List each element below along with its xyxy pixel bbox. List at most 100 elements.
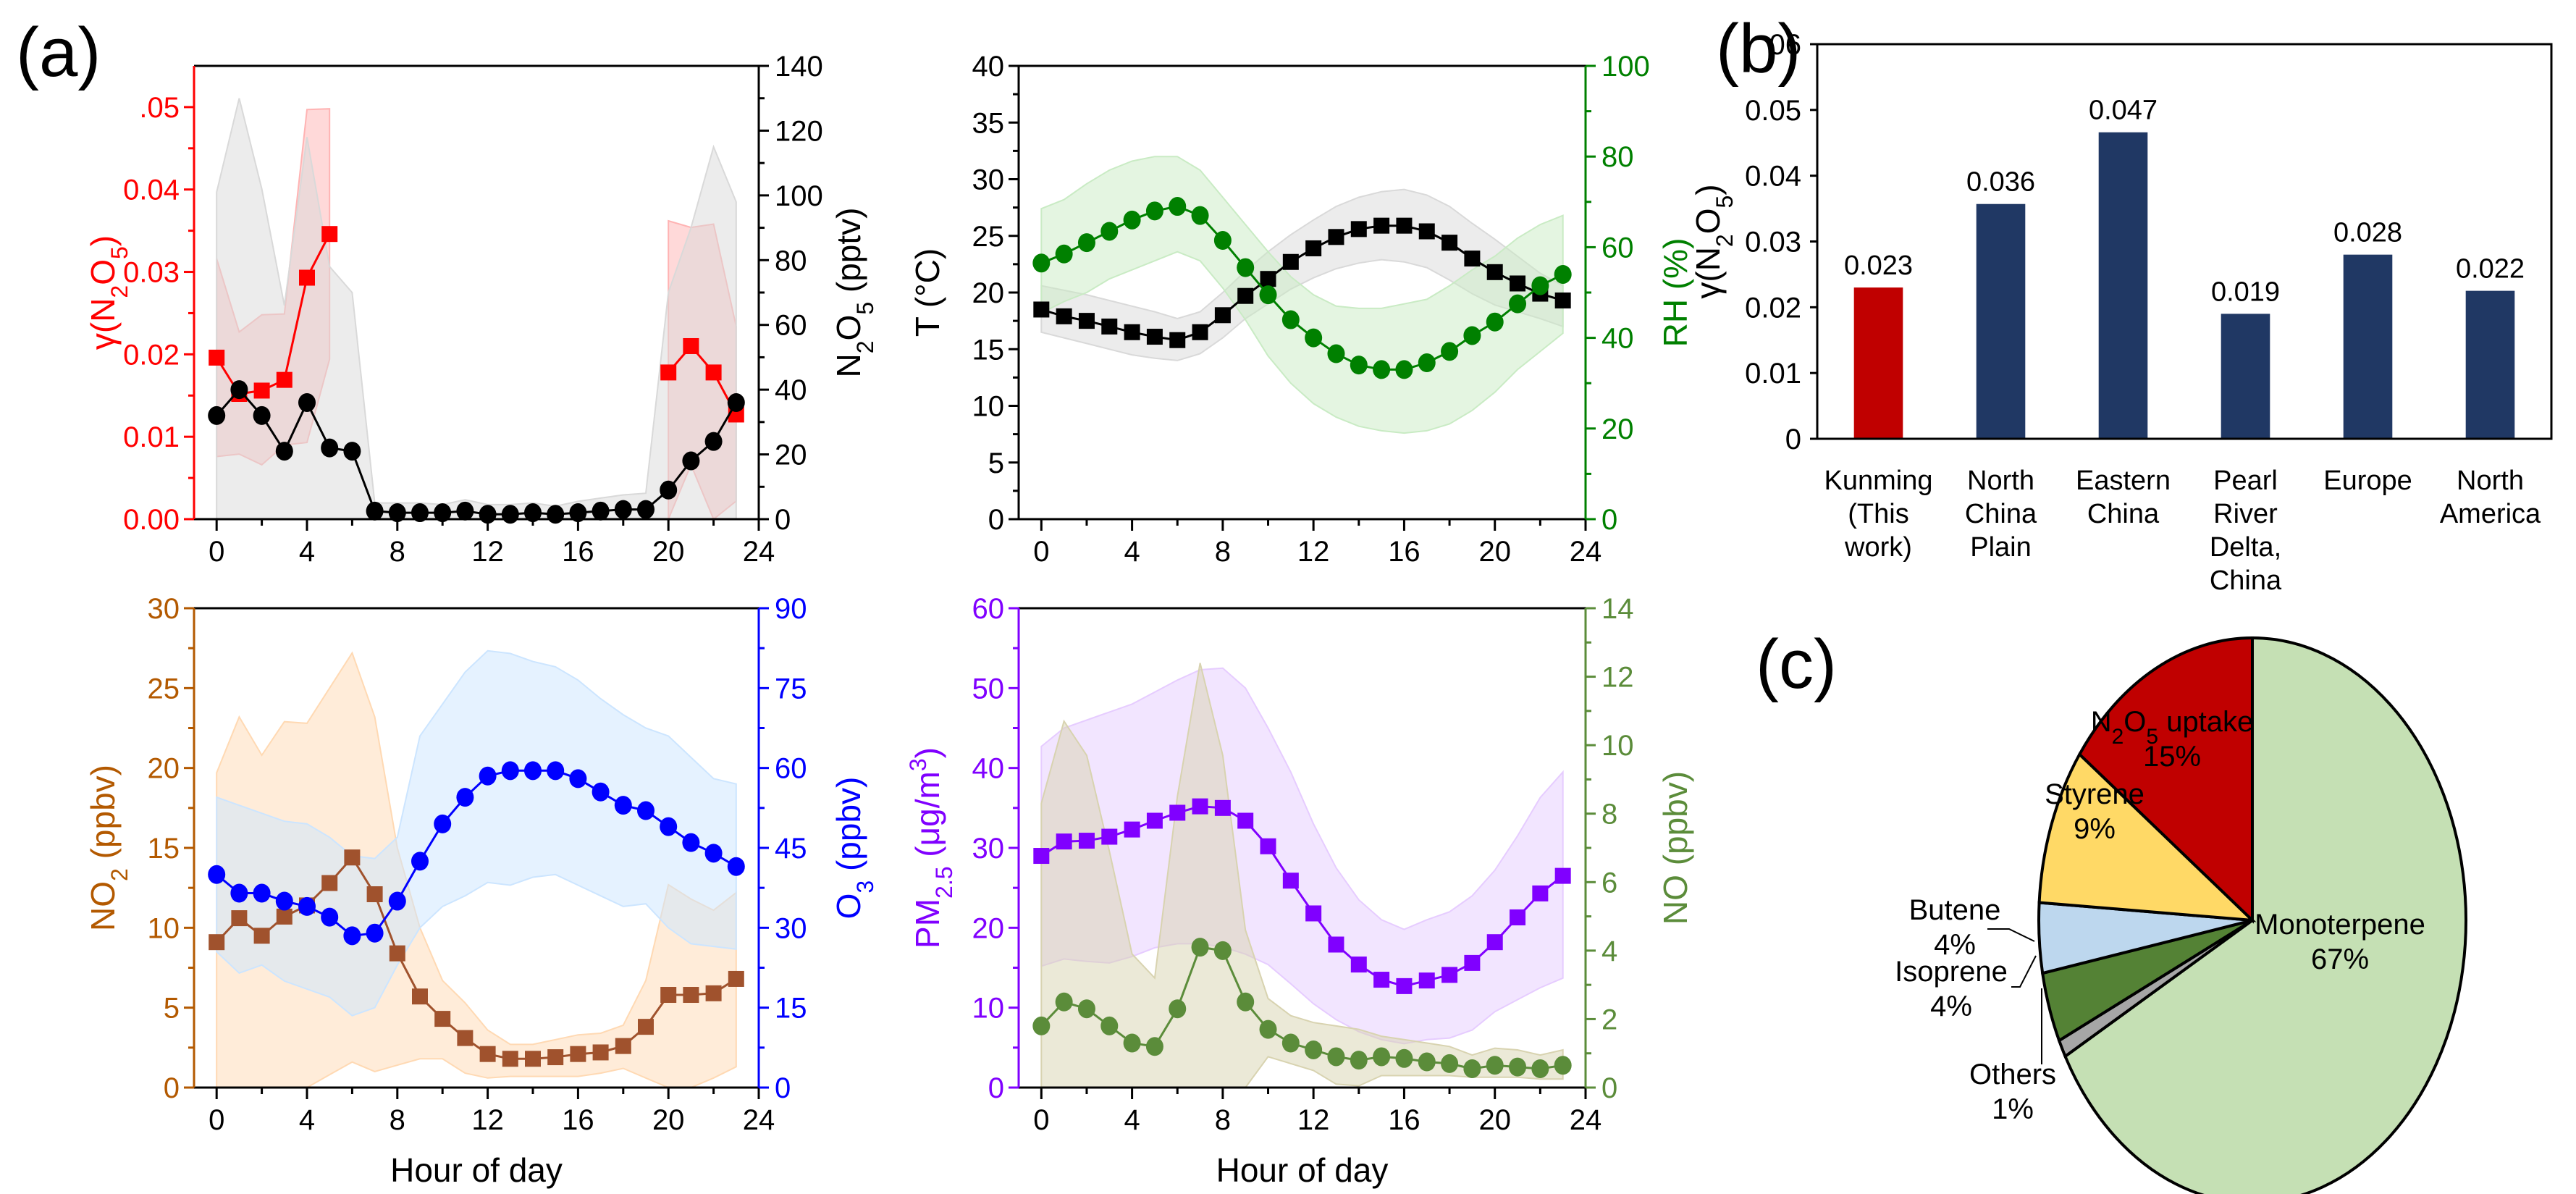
data-point-o3 bbox=[434, 814, 452, 833]
category-label: (This bbox=[1848, 499, 1908, 529]
data-point-o3 bbox=[343, 926, 361, 946]
data-point-n2o5 bbox=[411, 503, 429, 523]
data-point-t bbox=[1418, 223, 1435, 240]
y-right-tick-label: 15 bbox=[775, 993, 807, 1025]
category-label: work) bbox=[1844, 532, 1912, 563]
y-tick-label: 0.04 bbox=[1745, 161, 1801, 193]
x-tick-label: 24 bbox=[743, 1104, 775, 1136]
data-point-rh bbox=[1213, 231, 1232, 251]
data-point-o3 bbox=[501, 761, 519, 781]
bar bbox=[1853, 287, 1903, 439]
pie-label-percent: 9% bbox=[2074, 813, 2116, 845]
error-band-n2o5 bbox=[216, 98, 737, 520]
category-label: North bbox=[2457, 466, 2524, 496]
y-right-tick-label: 6 bbox=[1601, 867, 1617, 899]
data-point-o3 bbox=[727, 857, 745, 876]
y-right-tick-label: 60 bbox=[1601, 232, 1634, 264]
data-point-pm2-5 bbox=[1237, 812, 1254, 829]
x-tick-label: 0 bbox=[1033, 536, 1049, 568]
x-tick-label: 16 bbox=[562, 1104, 594, 1136]
data-point-no bbox=[1100, 1016, 1119, 1035]
category-label: Eastern bbox=[2076, 466, 2171, 496]
data-point-rh bbox=[1327, 344, 1345, 363]
bar-data-label: 0.036 bbox=[1966, 167, 2035, 198]
x-tick-label: 4 bbox=[1124, 1104, 1140, 1136]
panel-label-a: (a) bbox=[16, 14, 101, 91]
y-right-tick-label: 100 bbox=[775, 180, 823, 212]
y-right-tick-label: 80 bbox=[1601, 141, 1634, 173]
y-left-tick-label: 40 bbox=[972, 51, 1005, 83]
data-point-o3 bbox=[230, 883, 248, 903]
y-axis-label: γ(N2O5) bbox=[1689, 184, 1738, 298]
data-point-n2o5 bbox=[637, 500, 654, 519]
data-point-o3 bbox=[614, 796, 632, 815]
y-left-tick-label: 10 bbox=[148, 912, 180, 944]
data-point-t bbox=[1305, 240, 1322, 256]
data-point-no bbox=[1305, 1040, 1323, 1059]
data-point-t bbox=[1464, 251, 1481, 267]
category-label: Delta, bbox=[2210, 532, 2281, 563]
y-right-tick-label: 0 bbox=[775, 1072, 791, 1104]
y-left-tick-label: 20 bbox=[972, 912, 1005, 944]
data-point-rh bbox=[1509, 294, 1527, 314]
data-point-no2 bbox=[502, 1051, 518, 1067]
plot-frame bbox=[1816, 43, 2553, 440]
pie-label-name: Styrene bbox=[2045, 778, 2144, 810]
data-point-o3 bbox=[592, 782, 610, 802]
chart-gamma-n2o5: 0 4 8 12 16 20 24 0.00 0.01 0.02 0.03 0.04 .05 0 20 40 6… bbox=[84, 51, 878, 568]
data-point-no bbox=[1350, 1051, 1368, 1070]
data-point-no bbox=[1463, 1059, 1481, 1078]
data-point-no2 bbox=[412, 988, 428, 1005]
data-point-n2o5 bbox=[569, 503, 587, 523]
category-label: Pearl bbox=[2213, 466, 2278, 496]
data-point-no bbox=[1213, 941, 1232, 960]
data-point-n2o5 bbox=[456, 501, 474, 521]
y-tick-label: 0.05 bbox=[1745, 95, 1801, 127]
y-right-tick-label: 75 bbox=[775, 673, 807, 705]
y-left-tick-label: 5 bbox=[988, 447, 1004, 479]
data-point-no bbox=[1441, 1054, 1459, 1073]
bar-data-label: 0.047 bbox=[2089, 96, 2158, 126]
y-right-tick-label: 90 bbox=[775, 593, 807, 625]
y-left-tick-label: 15 bbox=[148, 833, 180, 865]
x-tick-label: 16 bbox=[1388, 1104, 1420, 1136]
y-right-tick-label: 14 bbox=[1601, 593, 1634, 625]
data-point-o3 bbox=[456, 788, 474, 807]
panel-label-c: (c) bbox=[1756, 626, 1837, 703]
data-point-rh bbox=[1055, 244, 1073, 264]
pie-label-name: Butene bbox=[1909, 894, 2001, 926]
data-point-no2 bbox=[457, 1030, 473, 1046]
data-point-n2o5 bbox=[614, 500, 632, 519]
x-axis-label: Hour of day bbox=[390, 1151, 563, 1189]
data-point-rh bbox=[1281, 310, 1300, 329]
y-left-tick-label: 25 bbox=[972, 221, 1005, 253]
data-point-n2o5 bbox=[343, 442, 361, 461]
y-right-tick-label: 20 bbox=[1601, 413, 1634, 445]
data-point-n2o5 bbox=[660, 480, 678, 500]
category-label: Europe bbox=[2323, 466, 2412, 496]
data-point-t bbox=[1169, 332, 1186, 348]
data-point-pm2-5 bbox=[1282, 873, 1299, 889]
data-point--n2o5- bbox=[276, 371, 292, 388]
data-point-o3 bbox=[366, 923, 384, 943]
data-point-o3 bbox=[298, 896, 316, 916]
data-point-pm2-5 bbox=[1101, 828, 1118, 845]
bar bbox=[2098, 132, 2148, 439]
chart-pm25-no: 0 4 8 12 16 20 24010203040506002468101214PM2.5… bbox=[905, 593, 1694, 1189]
data-point-n2o5 bbox=[388, 503, 406, 523]
data-point-no bbox=[1237, 992, 1255, 1012]
data-point-pm2-5 bbox=[1441, 967, 1458, 983]
data-point-n2o5 bbox=[434, 503, 452, 523]
data-point-rh bbox=[1237, 258, 1255, 277]
pie-label-name: N2O5 uptake bbox=[2091, 706, 2254, 749]
data-point-t bbox=[1124, 324, 1140, 340]
data-point-t bbox=[1033, 301, 1050, 318]
x-tick-label: 12 bbox=[1297, 536, 1330, 568]
x-tick-label: 0 bbox=[209, 1104, 224, 1136]
category-label: Plain bbox=[1970, 532, 2032, 563]
x-tick-label: 4 bbox=[299, 536, 315, 568]
data-point-no bbox=[1123, 1033, 1141, 1053]
data-point--n2o5- bbox=[299, 269, 315, 286]
bar-data-label: 0.019 bbox=[2211, 277, 2280, 307]
pie-label-percent: 4% bbox=[1930, 991, 1972, 1022]
